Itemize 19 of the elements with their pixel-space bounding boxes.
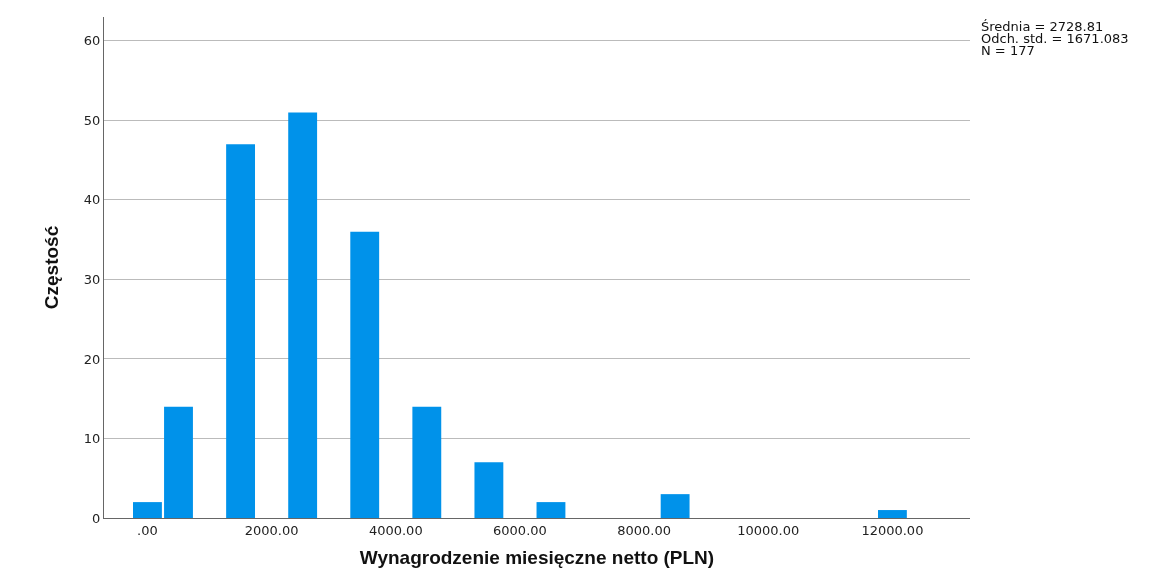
- y-tick-label: 10: [83, 431, 101, 447]
- x-axis-title: Wynagrodzenie miesięczne netto (PLN): [359, 547, 715, 569]
- y-axis-title: Częstość: [40, 225, 62, 310]
- x-tick-label: 2000.00: [244, 522, 299, 538]
- y-tick-label: 50: [83, 112, 101, 128]
- x-tick-label: 12000.00: [861, 522, 924, 538]
- y-tick-label: 20: [83, 351, 101, 367]
- y-tick-label: 60: [83, 33, 101, 49]
- x-tick-label: 8000.00: [617, 522, 671, 538]
- text: N = 177: [981, 43, 1035, 58]
- y-tick-label: 0: [92, 510, 101, 526]
- x-tick-label: 6000.00: [493, 522, 547, 538]
- x-tick-label: 10000.00: [737, 522, 800, 538]
- y-tick-label: 40: [83, 192, 101, 208]
- y-tick-label: 30: [83, 271, 101, 287]
- x-tick-label: 4000.00: [368, 522, 423, 538]
- x-tick-label: .00: [137, 522, 158, 538]
- text: Średnia = 2728.81: [981, 19, 1104, 34]
- text: Odch. std. = 1671.083: [981, 31, 1129, 46]
